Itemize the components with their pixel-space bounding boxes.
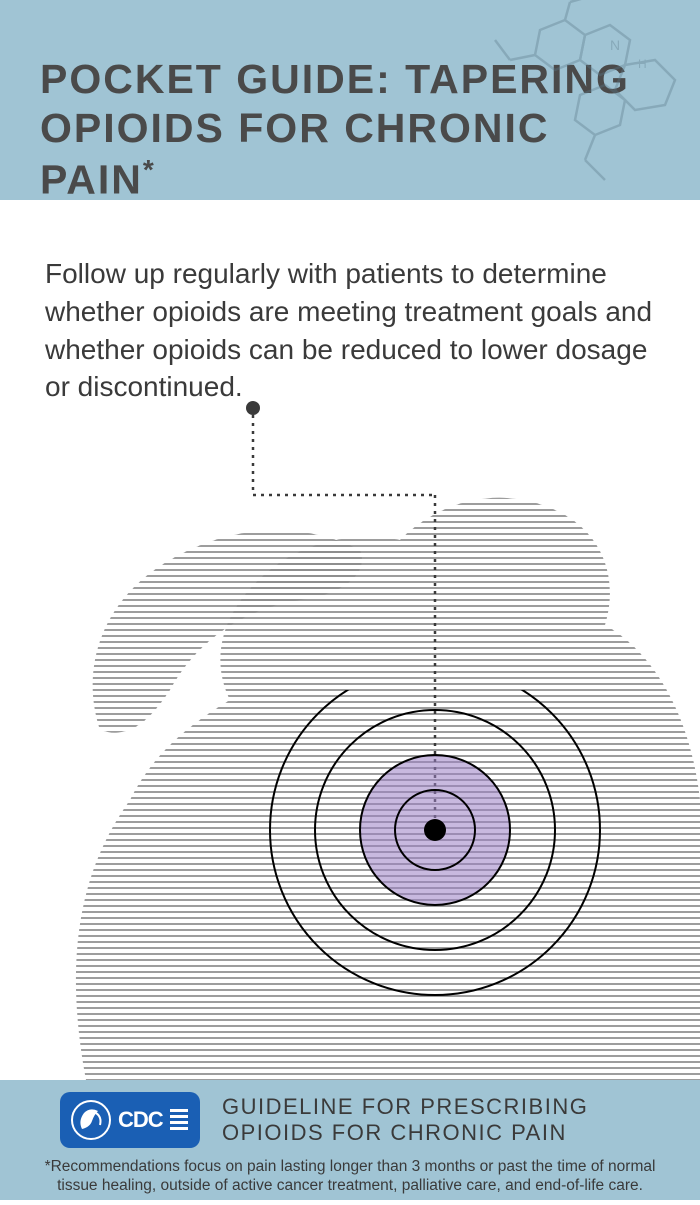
pain-target-icon bbox=[235, 690, 635, 1080]
footer-title: GUIDELINE FOR PRESCRIBING OPIOIDS FOR CH… bbox=[222, 1094, 588, 1147]
footer-note: *Recommendations focus on pain lasting l… bbox=[0, 1158, 700, 1205]
cdc-wordmark-icon: CDC bbox=[118, 1105, 190, 1135]
body-text: Follow up regularly with patients to det… bbox=[45, 255, 655, 406]
footer: CDC GUIDELINE FOR PRESCRIBING OPIOIDS FO… bbox=[0, 1080, 700, 1200]
molecule-decoration: N H bbox=[460, 0, 700, 200]
footer-title-line2: OPIOIDS FOR CHRONIC PAIN bbox=[222, 1120, 567, 1145]
header: N H POCKET GUIDE: TAPERING OPIOIDS FOR C… bbox=[0, 0, 700, 200]
title-asterisk: * bbox=[143, 154, 156, 185]
figure-area bbox=[0, 400, 700, 1080]
svg-text:H: H bbox=[638, 57, 647, 71]
hhs-seal-icon bbox=[70, 1099, 112, 1141]
body-section: Follow up regularly with patients to det… bbox=[0, 200, 700, 1080]
footer-main: CDC GUIDELINE FOR PRESCRIBING OPIOIDS FO… bbox=[0, 1080, 700, 1158]
cdc-logo: CDC bbox=[60, 1092, 200, 1148]
footer-title-line1: GUIDELINE FOR PRESCRIBING bbox=[222, 1094, 588, 1119]
svg-text:CDC: CDC bbox=[118, 1107, 164, 1132]
svg-text:N: N bbox=[610, 37, 620, 53]
